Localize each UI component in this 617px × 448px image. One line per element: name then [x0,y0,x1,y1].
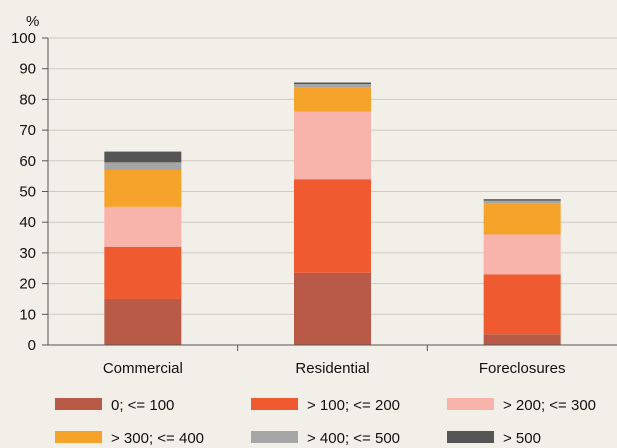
y-tick-label: 40 [19,214,36,231]
y-tick-label: 10 [19,306,36,323]
legend-swatch [55,431,102,443]
bar-segment [104,206,182,247]
y-tick-label: 80 [19,91,36,108]
bar-segment [104,298,182,345]
bar-segment [104,151,182,163]
bar-segment [294,111,371,180]
bar-segment [104,246,182,299]
bar-stacks [104,82,561,345]
y-tick-labels: 0 10 20 30 40 50 60 70 80 90 100 [11,30,48,354]
y-tick-label: 30 [19,245,36,262]
bar-segment [104,170,182,207]
x-tick-labels: Commercial Residential Foreclosures [103,360,566,377]
legend-swatch [55,398,102,410]
legend-label: > 100; <= 200 [307,397,400,414]
y-tick-label: 60 [19,153,36,170]
x-tick-label: Residential [295,360,369,377]
y-tick-label: 0 [28,337,36,354]
bar-segment [294,179,371,273]
legend-label: > 500 [503,430,541,447]
bar-segment [294,87,371,112]
bar-segment [483,199,561,201]
bar-segment [104,162,182,171]
y-axis-label: % [26,13,39,30]
bar-segment [294,82,371,85]
y-tick-label: 90 [19,61,36,78]
legend-swatch [251,431,298,443]
bar-segment [294,272,371,345]
bar-segment [483,203,561,235]
legend-label: > 400; <= 500 [307,430,400,447]
y-tick-label: 50 [19,184,36,201]
legend-swatch [251,398,298,410]
y-tick-label: 70 [19,122,36,139]
x-tick-label: Commercial [103,360,183,377]
bar-segment [483,200,561,204]
bar-segment [483,334,561,345]
y-tick-label: 20 [19,276,36,293]
legend-label: > 200; <= 300 [503,397,596,414]
x-tick-label: Foreclosures [479,360,566,377]
legend-swatch [447,431,494,443]
legend: 0; <= 100 > 100; <= 200 > 200; <= 300 > 300… [55,397,596,447]
legend-label: 0; <= 100 [111,397,174,414]
bar-segment [294,84,371,88]
bar-segment [483,234,561,275]
legend-label: > 300; <= 400 [111,430,204,447]
legend-swatch [447,398,494,410]
bar-segment [483,274,561,335]
y-tick-label: 100 [11,30,36,47]
